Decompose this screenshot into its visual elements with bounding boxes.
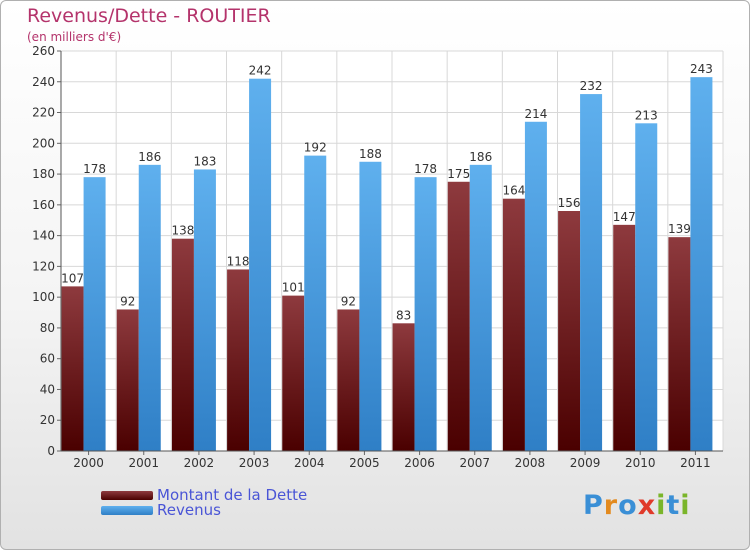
- x-tick-label: 2002: [184, 456, 215, 470]
- bar-debt: [337, 309, 360, 451]
- y-tick-label: 220: [32, 106, 55, 120]
- data-label: 175: [447, 167, 470, 181]
- data-label: 188: [359, 147, 382, 161]
- y-tick-label: 100: [32, 290, 55, 304]
- bar-debt: [227, 269, 250, 451]
- y-tick-label: 0: [47, 444, 55, 458]
- y-tick-label: 160: [32, 198, 55, 212]
- bars: [61, 77, 713, 452]
- logo-letter: i: [680, 490, 691, 521]
- x-tick-label: 2008: [515, 456, 546, 470]
- bar-debt: [61, 286, 84, 451]
- bar-revenus: [249, 78, 272, 451]
- data-label: 232: [580, 79, 603, 93]
- data-label: 242: [249, 64, 272, 78]
- y-tick-label: 40: [40, 382, 55, 396]
- legend-item-revenus: Revenus: [101, 502, 221, 518]
- x-tick-label: 2010: [625, 456, 656, 470]
- bar-debt: [447, 181, 470, 451]
- bar-revenus: [414, 177, 437, 451]
- bar-revenus: [635, 123, 658, 452]
- x-tick-label: 2009: [570, 456, 601, 470]
- bar-debt: [502, 198, 525, 451]
- legend-swatch-debt: [101, 490, 153, 500]
- chart-subtitle: (en milliers d'€): [27, 30, 122, 44]
- data-label: 107: [61, 271, 84, 285]
- bar-revenus: [469, 164, 492, 451]
- data-label: 243: [690, 62, 713, 76]
- y-tick-label: 140: [32, 229, 55, 243]
- x-tick-label: 2004: [294, 456, 325, 470]
- bar-revenus: [83, 177, 106, 451]
- data-label: 213: [635, 108, 658, 122]
- y-tick-label: 120: [32, 259, 55, 273]
- bar-debt: [116, 309, 139, 451]
- data-label: 186: [138, 150, 161, 164]
- data-label: 83: [396, 308, 411, 322]
- logo-letter: P: [583, 490, 604, 521]
- x-tick-label: 2000: [73, 456, 104, 470]
- bar-debt: [668, 237, 691, 451]
- data-label: 156: [558, 196, 581, 210]
- grid-lines: [60, 50, 724, 452]
- proxiti-logo: Proxiti: [583, 490, 691, 521]
- x-tick-label: 2001: [128, 456, 159, 470]
- data-label: 178: [414, 162, 437, 176]
- bar-debt: [282, 295, 305, 451]
- data-labels: 107 178 92 186 138 183 118 242 101 192 92 188 83 178 1…: [61, 62, 713, 322]
- y-tick-label: 20: [40, 413, 55, 427]
- data-label: 92: [120, 294, 135, 308]
- data-label: 214: [524, 107, 547, 121]
- data-label: 138: [171, 224, 194, 238]
- bar-revenus: [580, 94, 603, 452]
- bar-revenus: [359, 161, 382, 451]
- legend-label-debt: Montant de la Dette: [157, 486, 308, 504]
- legend-item-debt: Montant de la Dette: [101, 487, 307, 503]
- bar-debt: [171, 238, 194, 451]
- chart-title: Revenus/Dette - ROUTIER: [27, 5, 271, 27]
- y-tick-label: 240: [32, 75, 55, 89]
- bar-revenus: [304, 155, 327, 451]
- data-label: 147: [613, 210, 636, 224]
- y-tick-label: 200: [32, 136, 55, 150]
- bar-revenus: [690, 77, 713, 452]
- data-label: 92: [341, 294, 356, 308]
- data-label: 164: [502, 184, 525, 198]
- y-tick-label: 60: [40, 352, 55, 366]
- bar-revenus: [138, 164, 161, 451]
- logo-letter: t: [666, 490, 681, 521]
- x-tick-label: 2003: [239, 456, 270, 470]
- logo-letter: r: [603, 490, 619, 521]
- logo-letter: x: [637, 490, 657, 521]
- data-label: 139: [668, 222, 691, 236]
- y-tick-label: 260: [32, 44, 55, 58]
- x-tick-label: 2011: [680, 456, 711, 470]
- y-tick-label: 80: [40, 321, 55, 335]
- bar-debt: [613, 224, 636, 451]
- data-label: 178: [83, 162, 106, 176]
- logo-letter: i: [656, 490, 667, 521]
- data-label: 118: [227, 254, 250, 268]
- data-label: 192: [304, 141, 327, 155]
- axes: 0 20 40 60 80 100 120 140 160 180 200 220 240 260 2000…: [32, 44, 723, 470]
- bar-revenus: [193, 169, 216, 451]
- y-tick-label: 180: [32, 167, 55, 181]
- data-label: 186: [469, 150, 492, 164]
- x-tick-label: 2006: [404, 456, 435, 470]
- bar-debt: [392, 323, 415, 451]
- x-tick-label: 2005: [349, 456, 380, 470]
- bar-revenus: [524, 121, 547, 452]
- data-label: 183: [193, 154, 216, 168]
- bar-debt: [558, 211, 581, 451]
- x-tick-label: 2007: [459, 456, 490, 470]
- data-label: 101: [282, 281, 305, 295]
- logo-letter: o: [618, 490, 638, 521]
- legend-swatch-revenus: [101, 505, 153, 515]
- legend-label-revenus: Revenus: [157, 501, 221, 519]
